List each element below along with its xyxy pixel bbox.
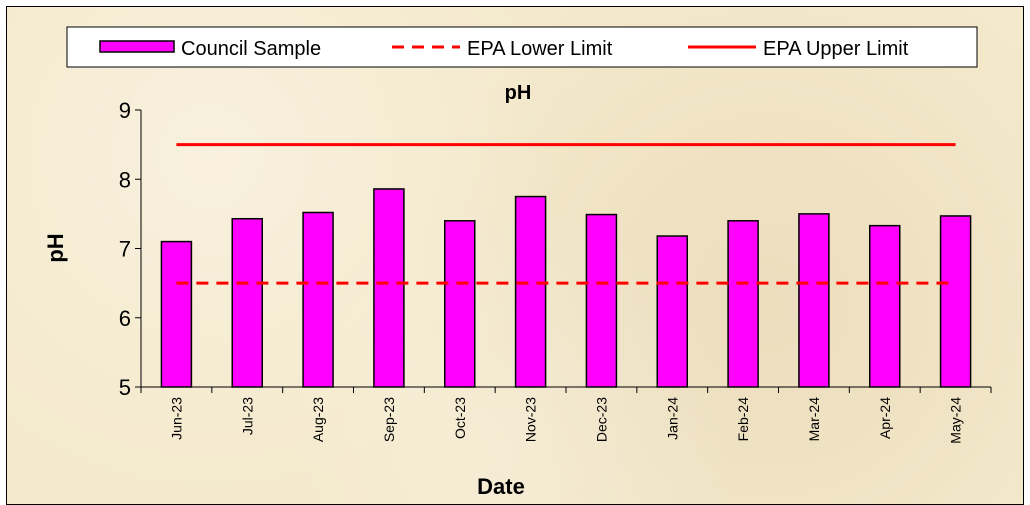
bar-mar-24 [798,213,830,388]
bar-dec-23 [585,213,618,388]
bar-sep-23 [373,188,405,388]
legend-box [66,26,978,68]
plot-area: 5 6 7 8 9 Jun-23 Jul-23 Aug-23 Sep-23 Oct-23 Nov-2… [119,98,992,444]
x-tick-label-sep-23: Sep-23 [381,397,397,442]
legend-label-epa-upper-limit: EPA Upper Limit [763,38,909,60]
chart-title: pH [505,82,532,104]
y-tick-label-8: 8 [119,167,131,192]
bar-feb-24 [727,220,759,388]
x-tick-label-may-24: May-24 [948,397,964,444]
x-tick-label-jan-24: Jan-24 [664,397,680,440]
x-tick-label-apr-24: Apr-24 [877,397,893,439]
bar-apr-24 [869,224,901,388]
bar-jul-23 [231,217,263,388]
x-axis-label: Date [477,474,525,499]
bar-oct-23 [444,220,476,388]
x-tick-label-nov-23: Nov-23 [523,397,539,442]
legend-item-council-sample: Council Sample [99,38,321,60]
bar-nov-23 [514,195,547,388]
y-tick-label-6: 6 [119,306,131,331]
bar-jun-23 [160,240,193,388]
y-tick-label-5: 5 [119,375,131,400]
legend-swatch-council-sample [99,40,175,53]
y-axis-label: pH [43,233,68,262]
x-tick-label-dec-23: Dec-23 [593,397,609,442]
legend-item-epa-lower-limit: EPA Lower Limit [392,38,613,60]
x-tick-label-jul-23: Jul-23 [239,397,255,435]
x-tick-label-oct-23: Oct-23 [452,397,468,439]
y-tick-label-9: 9 [119,98,131,123]
x-tick-label-feb-24: Feb-24 [735,397,751,442]
bar-may-24 [939,215,972,388]
legend-label-epa-lower-limit: EPA Lower Limit [467,38,613,60]
x-tick-label-jun-23: Jun-23 [168,397,184,440]
bar-jan-24 [656,235,688,388]
legend-item-epa-upper-limit: EPA Upper Limit [688,38,909,60]
bar-aug-23 [302,211,334,388]
legend-label-council-sample: Council Sample [181,38,321,60]
x-tick-label-aug-23: Aug-23 [310,397,326,442]
x-tick-label-mar-24: Mar-24 [806,397,822,442]
y-tick-label-7: 7 [119,237,131,262]
